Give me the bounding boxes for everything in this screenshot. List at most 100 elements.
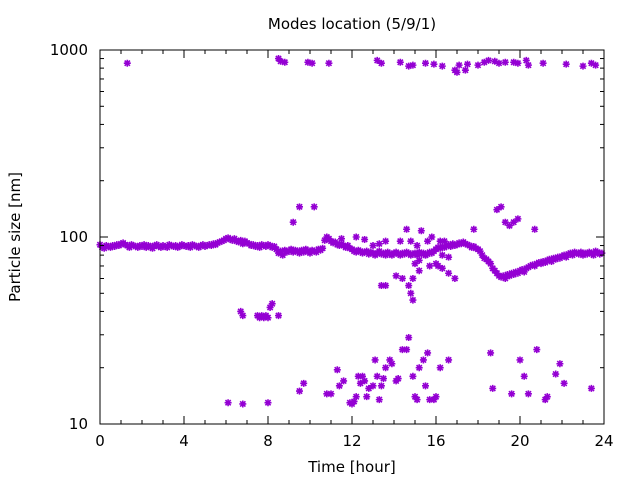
data-point (451, 242, 459, 250)
data-point (222, 235, 230, 243)
data-point (480, 58, 488, 66)
data-point (415, 267, 423, 275)
data-point (226, 235, 234, 243)
data-point (587, 384, 595, 392)
data-point (461, 66, 469, 74)
data-point (493, 206, 501, 214)
data-point (409, 372, 417, 380)
data-point (514, 215, 522, 223)
data-point (104, 242, 112, 250)
data-point (428, 233, 436, 241)
data-point (352, 233, 360, 241)
data-point (426, 262, 434, 270)
data-point (461, 240, 469, 248)
data-point (300, 379, 308, 387)
data-point (247, 242, 255, 250)
x-tick-label: 0 (95, 432, 105, 450)
data-point (434, 243, 442, 251)
data-point (405, 282, 413, 290)
data-point (468, 243, 476, 251)
data-point (323, 235, 331, 243)
data-point (548, 257, 555, 265)
data-point (415, 364, 423, 372)
data-point (214, 239, 222, 247)
data-point (380, 375, 387, 383)
data-point (268, 243, 276, 251)
data-point (520, 372, 528, 380)
data-point (117, 240, 125, 248)
data-point (598, 249, 606, 257)
data-point (243, 239, 251, 247)
data-point (167, 242, 175, 250)
data-point (485, 56, 492, 64)
data-point (438, 251, 446, 259)
data-point (440, 237, 448, 245)
data-point (398, 274, 406, 282)
data-point (501, 218, 509, 226)
data-point (489, 384, 497, 392)
data-point (361, 235, 369, 243)
data-point (323, 390, 331, 398)
data-point (436, 237, 444, 245)
data-point (264, 241, 272, 249)
data-point (487, 349, 495, 357)
data-point (495, 59, 503, 67)
x-tick-label: 12 (342, 432, 361, 450)
data-point (592, 61, 600, 69)
data-point (373, 372, 381, 380)
x-axis-label: Time [hour] (307, 458, 396, 476)
data-point (165, 241, 173, 249)
data-point (587, 59, 595, 67)
data-point (361, 377, 369, 385)
data-point (407, 237, 415, 245)
y-tick-label: 10 (69, 415, 88, 433)
data-point (329, 239, 337, 247)
data-point (281, 58, 289, 66)
data-point (191, 242, 198, 250)
data-point (438, 264, 446, 272)
data-point (224, 399, 232, 407)
data-point (514, 59, 522, 67)
data-point (377, 59, 385, 67)
data-point (291, 246, 299, 254)
data-point (377, 282, 385, 290)
data-point (109, 242, 117, 250)
data-point (375, 396, 383, 404)
data-point (396, 58, 404, 66)
data-point (398, 346, 406, 354)
data-point (506, 222, 513, 230)
data-point (474, 61, 482, 69)
data-point (377, 382, 385, 390)
data-point (590, 251, 597, 259)
data-point (392, 272, 400, 280)
data-point (174, 243, 182, 251)
data-point (132, 242, 140, 250)
plot-frame (99, 49, 605, 425)
data-point (128, 241, 135, 249)
data-point (562, 60, 570, 68)
data-point (308, 246, 316, 254)
data-point (310, 203, 318, 211)
data-point (501, 274, 509, 282)
data-point (359, 372, 366, 380)
data-point (419, 356, 427, 364)
data-point (411, 260, 419, 268)
y-axis-label: Particle size [nm] (6, 172, 24, 302)
data-point (497, 203, 505, 211)
data-point (407, 289, 415, 297)
data-point (159, 242, 167, 250)
data-point (130, 242, 138, 250)
data-point (319, 244, 327, 252)
x-tick-label: 4 (179, 432, 189, 450)
y-tick-label: 1000 (50, 41, 88, 59)
data-point (409, 61, 417, 69)
data-point (296, 203, 303, 211)
data-point (539, 59, 547, 67)
data-point (453, 68, 461, 76)
data-point (556, 360, 564, 368)
data-point (113, 241, 121, 249)
data-point (144, 242, 152, 250)
data-point (422, 382, 429, 390)
data-point (405, 334, 413, 342)
data-point (203, 242, 211, 250)
